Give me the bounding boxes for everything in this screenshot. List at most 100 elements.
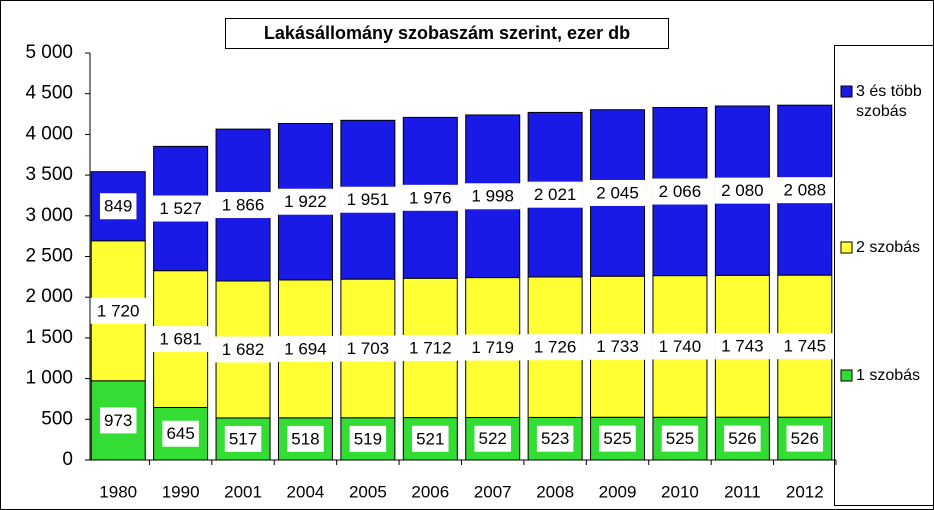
legend-label: 1 szobás: [856, 367, 921, 384]
data-label-bg: [786, 425, 824, 452]
y-tick-label: 1 000: [25, 368, 73, 389]
data-label: 526: [791, 429, 819, 448]
data-label: 1 682: [222, 340, 265, 359]
data-label: 1 712: [409, 338, 452, 357]
data-label-bg: [152, 326, 209, 353]
data-label: 523: [541, 429, 569, 448]
data-label-bg: [589, 179, 646, 206]
x-tick-label: 2012: [786, 482, 824, 501]
data-label-bg: [599, 425, 636, 452]
data-label: 2 088: [784, 181, 827, 200]
data-label-bg: [777, 333, 833, 360]
data-label: 1 740: [659, 337, 702, 356]
legend-swatch: [840, 85, 853, 98]
x-tick-label: 2010: [661, 482, 699, 501]
title-box: [225, 18, 669, 49]
data-label: 1 694: [284, 339, 327, 358]
x-tick-label: 2006: [411, 482, 449, 501]
data-label: 1 681: [159, 330, 202, 349]
legend-label: 3 és több szobás: [856, 83, 922, 120]
data-label-bg: [287, 425, 324, 452]
data-label: 1 866: [222, 196, 265, 215]
data-label: 518: [291, 429, 319, 448]
data-label-bg: [589, 333, 646, 360]
data-label: 973: [104, 411, 132, 430]
data-label-bg: [162, 420, 199, 447]
data-label-bg: [661, 425, 699, 452]
data-label-bg: [412, 425, 449, 452]
data-label-bg: [99, 193, 137, 220]
data-label: 1 527: [159, 199, 202, 218]
y-tick-label: 3 500: [25, 164, 73, 185]
data-label-bg: [402, 334, 459, 361]
data-label-bg: [277, 335, 334, 362]
data-label: 1 922: [284, 192, 327, 211]
y-tick-label: 5 000: [25, 42, 73, 63]
data-label-bg: [99, 407, 137, 434]
data-label: 2 080: [721, 181, 764, 200]
data-label: 1 743: [721, 337, 764, 356]
y-tick-label: 4 500: [25, 83, 73, 104]
data-label-bg: [777, 177, 833, 204]
data-label: 526: [728, 429, 756, 448]
data-label-bg: [349, 425, 387, 452]
data-label-bg: [714, 177, 771, 204]
data-label: 517: [229, 429, 257, 448]
y-tick-label: 0: [62, 449, 73, 470]
chart-title: Lakásállomány szobaszám szerint, ezer db: [264, 23, 630, 43]
data-label: 849: [104, 197, 132, 216]
data-label-bg: [340, 335, 396, 362]
x-tick-label: 2007: [474, 482, 512, 501]
data-label-bg: [224, 425, 262, 452]
x-tick-label: 2001: [224, 482, 262, 501]
data-label-bg: [402, 184, 459, 211]
data-label-bg: [90, 297, 146, 324]
y-tick-label: 2 000: [25, 286, 73, 307]
data-label-bg: [464, 183, 521, 210]
data-label-bg: [714, 333, 771, 360]
y-tick-label: 3 000: [25, 205, 73, 226]
y-tick-label: 1 500: [25, 327, 73, 348]
data-label: 1 976: [409, 188, 452, 207]
data-label-bg: [215, 192, 271, 219]
x-tick-label: 1990: [162, 482, 200, 501]
data-label: 1 703: [347, 339, 390, 358]
legend-label: 2 szobás: [856, 239, 921, 256]
data-label: 1 733: [596, 337, 639, 356]
data-label-bg: [340, 186, 396, 213]
data-label: 2 021: [534, 185, 577, 204]
data-label-bg: [215, 336, 271, 363]
data-label-bg: [464, 334, 521, 361]
y-tick-label: 500: [41, 408, 73, 429]
data-label-bg: [652, 178, 708, 205]
data-label: 2 045: [596, 183, 639, 202]
data-label: 525: [603, 429, 631, 448]
data-label: 525: [666, 429, 694, 448]
data-label-bg: [527, 334, 583, 361]
data-label-bg: [724, 425, 761, 452]
legend-swatch: [840, 241, 853, 254]
data-label: 1 998: [471, 187, 514, 206]
data-label: 521: [416, 429, 444, 448]
data-label: 1 726: [534, 338, 577, 357]
data-label-bg: [652, 333, 708, 360]
x-tick-label: 2008: [536, 482, 574, 501]
legend-swatch: [840, 369, 853, 382]
x-tick-label: 2009: [599, 482, 637, 501]
data-label: 519: [354, 429, 382, 448]
x-tick-label: 2005: [349, 482, 387, 501]
y-tick-label: 2 500: [25, 246, 73, 267]
y-tick-label: 4 000: [25, 123, 73, 144]
data-label-bg: [152, 195, 209, 222]
data-label: 645: [166, 424, 194, 443]
data-label-bg: [527, 181, 583, 208]
x-tick-label: 2011: [724, 482, 761, 501]
data-label: 522: [479, 429, 507, 448]
x-tick-label: 2004: [287, 482, 325, 501]
data-label: 1 951: [347, 190, 390, 209]
legend-box: [834, 45, 934, 506]
data-label: 1 745: [784, 337, 827, 356]
data-label-bg: [474, 425, 511, 452]
